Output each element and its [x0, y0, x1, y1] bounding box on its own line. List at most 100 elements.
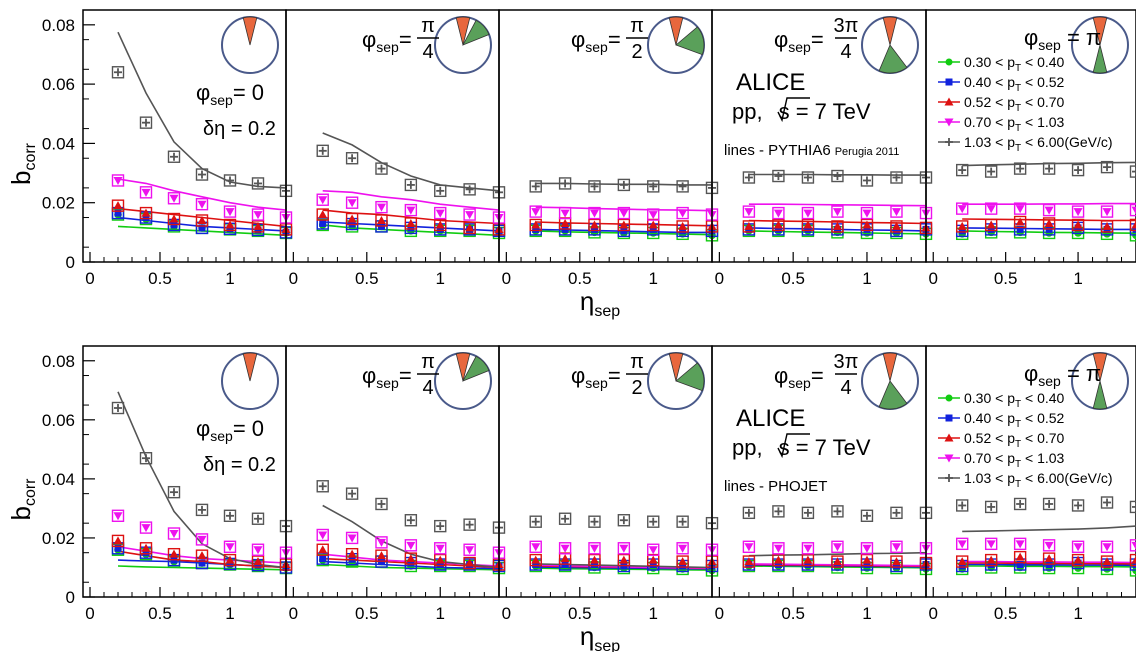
data-syst-box: [617, 178, 631, 192]
x-tick-label: 1: [862, 269, 871, 288]
legend-hi: < 6.00(GeV/c): [1021, 134, 1112, 150]
data-point: [1044, 206, 1054, 215]
phi-window-pie-icon: [1071, 352, 1129, 410]
data-syst-box: [676, 180, 689, 193]
data-syst-box: [316, 480, 329, 493]
data-point: [678, 209, 688, 218]
data-syst-box: [831, 540, 844, 553]
data-syst-box: [404, 514, 418, 527]
data-point: [957, 540, 967, 549]
data-syst-box: [195, 168, 209, 181]
legend-hi: < 0.52: [1021, 74, 1064, 90]
data-syst-box: [1129, 539, 1136, 552]
legend-label: 0.70 < pT < 1.03: [964, 114, 1065, 134]
data-syst-box: [1100, 540, 1114, 553]
data-syst-box: [463, 183, 476, 196]
data-point: [832, 557, 842, 566]
data-point: [744, 543, 754, 552]
data-syst-box: [617, 542, 631, 555]
data-syst-box: [742, 555, 756, 568]
data-point: [678, 557, 688, 566]
phi-fraction-den: 4: [840, 377, 851, 399]
data-point: [197, 535, 207, 544]
x-tick-label: 0: [289, 269, 298, 288]
model-line: [117, 178, 287, 211]
phi-fraction-den: 4: [422, 41, 433, 63]
x-tick-label: 0.5: [148, 269, 172, 288]
y-tick-label: 0.06: [42, 75, 75, 94]
phi-symbol: φ: [196, 80, 210, 105]
data-point: [225, 555, 235, 564]
data-syst-box: [316, 144, 329, 158]
data-point: [891, 543, 901, 552]
data-point: [1073, 543, 1083, 552]
y-axis-title-main: b: [6, 171, 36, 185]
phi-fraction-num: 3π: [834, 15, 859, 37]
data-syst-box: [167, 212, 181, 226]
data-point: [113, 201, 123, 210]
data-point: [435, 555, 445, 564]
legend-entry: 0.40 < pT < 0.52: [938, 74, 1065, 94]
data-point: [560, 209, 570, 218]
data-point: [1102, 221, 1112, 230]
data-point: [774, 225, 782, 233]
data-point: [1015, 540, 1025, 549]
phi-sep-label: φsep=: [774, 27, 824, 55]
phi-value: = π: [1061, 25, 1101, 50]
phi-equals: =: [811, 363, 824, 388]
data-syst-box: [956, 202, 969, 215]
generator-label: lines - PHOJET: [724, 478, 827, 495]
data-syst-box: [1071, 499, 1085, 512]
data-point: [319, 555, 327, 563]
data-point: [197, 551, 207, 560]
data-point: [376, 203, 386, 212]
data-point: [197, 200, 207, 209]
data-syst-box: [529, 205, 542, 218]
data-point: [986, 205, 996, 214]
data-syst-box: [860, 218, 874, 232]
data-point: [987, 561, 995, 569]
data-syst-box: [111, 199, 125, 212]
data-point: [832, 208, 842, 217]
phi-subscript: sep: [788, 39, 811, 55]
data-syst-box: [167, 485, 181, 499]
data-syst-box: [251, 512, 265, 525]
data-syst-box: [890, 506, 903, 520]
x-axis-title-sub: sep: [594, 303, 620, 320]
data-syst-box: [195, 503, 209, 517]
phi-value: = 0: [233, 416, 264, 441]
legend-marker: [945, 414, 953, 422]
generator-name: lines - PHOJET: [724, 478, 827, 495]
phi-subscript: sep: [210, 428, 233, 444]
data-syst-box: [463, 221, 476, 235]
pie-wedge-trigger: [242, 16, 258, 46]
legend-entry: 0.70 < pT < 1.03: [938, 114, 1065, 134]
data-point: [253, 221, 263, 230]
energy-label: pp, s = 7 TeV: [732, 99, 871, 124]
data-syst-box: [956, 499, 969, 512]
data-point: [114, 544, 122, 552]
pie-wedge-associated: [462, 19, 490, 46]
y-axis-title-main: b: [6, 506, 36, 520]
data-syst-box: [1129, 218, 1136, 232]
x-tick-label: 0: [715, 269, 724, 288]
data-syst-box: [223, 509, 237, 522]
data-syst-box: [956, 537, 969, 551]
phi-equals: =: [608, 363, 621, 388]
data-syst-box: [404, 178, 418, 192]
x-tick-label: 0: [502, 604, 511, 623]
data-syst-box: [1013, 215, 1027, 229]
legend-entry: 1.03 < pT < 6.00(GeV/c): [938, 134, 1113, 154]
data-point: [863, 561, 871, 569]
data-syst-box: [434, 553, 447, 567]
phi-window-pie-icon: [221, 16, 279, 74]
phi-symbol: φ: [362, 27, 376, 52]
data-point: [113, 176, 123, 185]
data-syst-box: [890, 220, 903, 233]
data-point: [1073, 208, 1083, 217]
data-point: [1044, 554, 1054, 563]
legend-hi: < 6.00(GeV/c): [1021, 470, 1112, 486]
data-point: [318, 545, 328, 554]
data-syst-box: [984, 537, 998, 551]
data-syst-box: [617, 218, 631, 232]
